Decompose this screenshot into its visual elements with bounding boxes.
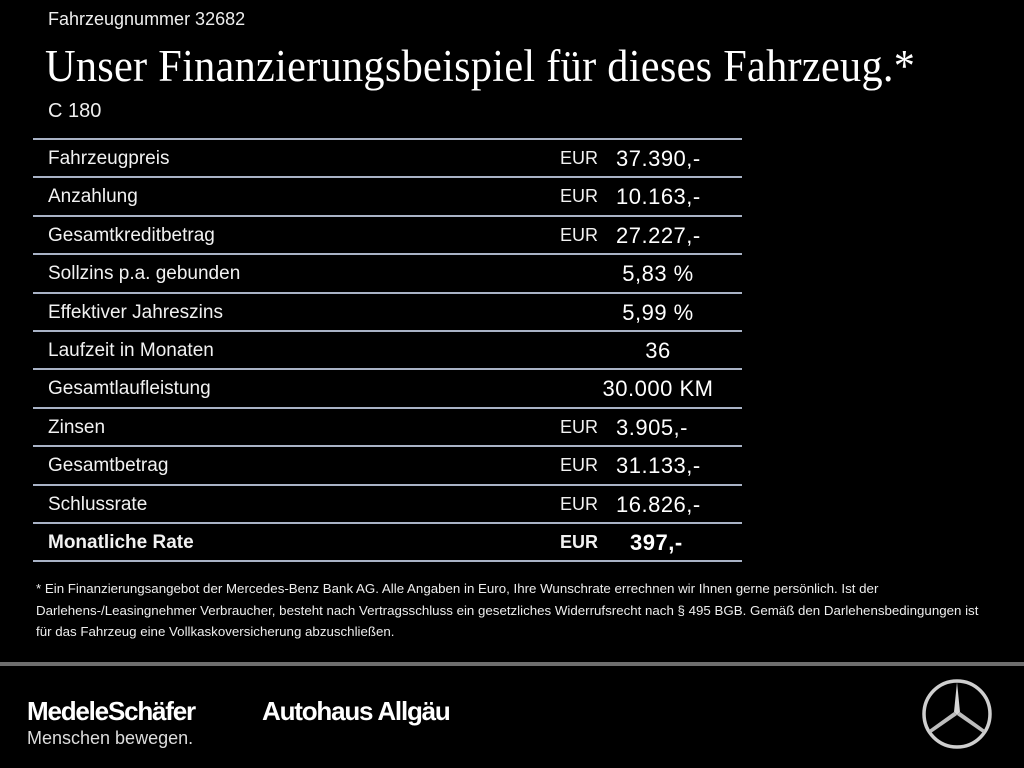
- row-value: 27.227,-: [616, 222, 701, 248]
- table-row: Gesamtkreditbetrag EUR 27.227,-: [33, 214, 742, 253]
- row-label: Fahrzeugpreis: [48, 148, 170, 169]
- table-row: Sollzins p.a. gebunden 5,83 %: [33, 253, 742, 291]
- row-label: Schlussrate: [48, 493, 148, 515]
- row-label: Gesamtkreditbetrag: [48, 224, 215, 246]
- row-label: Anzahlung: [48, 186, 138, 208]
- row-value: 5,99 %: [622, 299, 694, 325]
- row-label: Gesamtbetrag: [48, 455, 169, 477]
- row-label: Monatliche Rate: [48, 531, 194, 553]
- table-row: Effektiver Jahreszins 5,99 %: [33, 291, 742, 330]
- row-value: 397,-: [630, 529, 683, 555]
- row-value: 10.163,-: [616, 184, 701, 210]
- row-currency: EUR: [560, 186, 599, 207]
- row-value: 31.133,-: [616, 453, 701, 479]
- row-label: Sollzins p.a. gebunden: [48, 263, 241, 285]
- table-row: Gesamtlaufleistung 30.000 KM: [33, 368, 742, 406]
- table-row: Schlussrate EUR 16.826,-: [33, 483, 742, 522]
- footnote: * Ein Finanzierungsangebot der Mercedes-…: [36, 581, 979, 639]
- row-value: 30.000 KM: [602, 376, 714, 402]
- row-currency: EUR: [560, 224, 599, 245]
- table-row: Monatliche Rate EUR 397,-: [33, 521, 742, 563]
- row-value: 36: [645, 337, 671, 363]
- row-label: Zinsen: [48, 416, 106, 438]
- row-label: Laufzeit in Monaten: [48, 339, 214, 361]
- row-value: 3.905,-: [616, 414, 688, 440]
- row-currency: EUR: [560, 148, 599, 168]
- vehicle-number: Fahrzeugnummer 32682: [48, 9, 246, 29]
- row-value: 16.826,-: [616, 491, 701, 517]
- row-currency: EUR: [560, 531, 599, 552]
- row-currency: EUR: [560, 455, 599, 476]
- row-label: Gesamtlaufleistung: [48, 378, 211, 400]
- table-row: Anzahlung EUR 10.163,-: [33, 176, 742, 214]
- divider: [0, 662, 1024, 666]
- table-row: Zinsen EUR 3.905,-: [33, 406, 742, 445]
- row-currency: EUR: [560, 416, 599, 437]
- slogan: Menschen bewegen.: [27, 728, 194, 748]
- mercedes-star-icon: [920, 677, 994, 756]
- table-row: Fahrzeugpreis EUR 37.390,-: [33, 138, 742, 176]
- row-value: 5,83 %: [622, 261, 694, 287]
- row-value: 37.390,-: [616, 146, 701, 171]
- page-title: Unser Finanzierungsbeispiel für dieses F…: [45, 41, 916, 91]
- row-label: Effektiver Jahreszins: [48, 301, 223, 323]
- row-currency: EUR: [560, 493, 599, 514]
- table-row: Laufzeit in Monaten 36: [33, 329, 742, 368]
- vehicle-model: C 180: [48, 100, 102, 122]
- brand-logo-medeleschaefer: MedeleSchäfer: [27, 696, 196, 726]
- brand-logo-autohaus-allgaeu: Autohaus Allgäu: [262, 696, 451, 726]
- table-row: Gesamtbetrag EUR 31.133,-: [33, 445, 742, 483]
- financing-table: Fahrzeugpreis EUR 37.390,- Anzahlung EUR 10.1…: [33, 138, 742, 563]
